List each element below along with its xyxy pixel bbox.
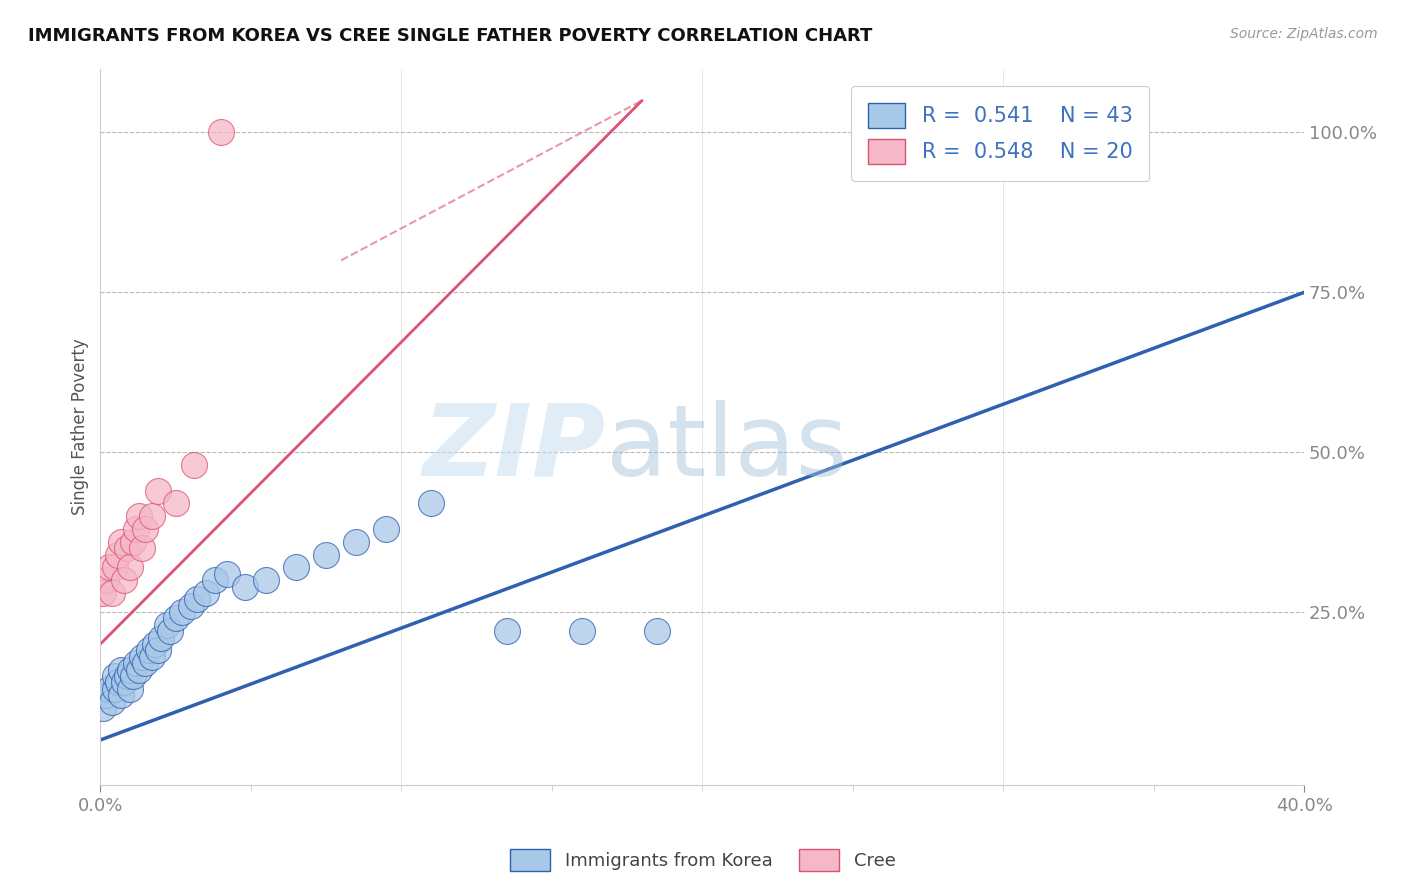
- Point: [134, 657, 156, 671]
- Point: [120, 663, 142, 677]
- Point: [96, 573, 118, 587]
- Point: [645, 624, 668, 639]
- Point: [141, 509, 163, 524]
- Point: [120, 560, 142, 574]
- Point: [155, 618, 177, 632]
- Point: [98, 681, 121, 696]
- Point: [183, 458, 205, 472]
- Point: [120, 681, 142, 696]
- Point: [125, 657, 148, 671]
- Text: atlas: atlas: [606, 400, 848, 497]
- Y-axis label: Single Father Poverty: Single Father Poverty: [72, 338, 89, 515]
- Point: [101, 695, 124, 709]
- Point: [991, 126, 1014, 140]
- Legend: Immigrants from Korea, Cree: Immigrants from Korea, Cree: [503, 842, 903, 879]
- Point: [233, 580, 256, 594]
- Text: Source: ZipAtlas.com: Source: ZipAtlas.com: [1230, 27, 1378, 41]
- Point: [165, 496, 187, 510]
- Point: [149, 631, 172, 645]
- Point: [209, 126, 232, 140]
- Point: [131, 649, 153, 664]
- Point: [180, 599, 202, 613]
- Point: [375, 522, 398, 536]
- Point: [254, 573, 277, 587]
- Point: [420, 496, 443, 510]
- Point: [128, 663, 150, 677]
- Point: [93, 586, 115, 600]
- Point: [141, 649, 163, 664]
- Point: [107, 548, 129, 562]
- Point: [128, 509, 150, 524]
- Legend: R =  0.541    N = 43, R =  0.548    N = 20: R = 0.541 N = 43, R = 0.548 N = 20: [851, 87, 1149, 181]
- Point: [215, 566, 238, 581]
- Point: [93, 701, 115, 715]
- Point: [104, 669, 127, 683]
- Point: [131, 541, 153, 556]
- Point: [186, 592, 208, 607]
- Point: [146, 643, 169, 657]
- Point: [194, 586, 217, 600]
- Text: ZIP: ZIP: [423, 400, 606, 497]
- Point: [110, 688, 132, 702]
- Point: [98, 560, 121, 574]
- Point: [107, 675, 129, 690]
- Point: [170, 605, 193, 619]
- Point: [104, 681, 127, 696]
- Point: [112, 573, 135, 587]
- Point: [284, 560, 307, 574]
- Point: [117, 541, 139, 556]
- Point: [101, 586, 124, 600]
- Point: [134, 522, 156, 536]
- Point: [315, 548, 337, 562]
- Point: [96, 688, 118, 702]
- Point: [104, 560, 127, 574]
- Point: [159, 624, 181, 639]
- Point: [110, 534, 132, 549]
- Point: [125, 522, 148, 536]
- Text: IMMIGRANTS FROM KOREA VS CREE SINGLE FATHER POVERTY CORRELATION CHART: IMMIGRANTS FROM KOREA VS CREE SINGLE FAT…: [28, 27, 873, 45]
- Point: [571, 624, 593, 639]
- Point: [122, 534, 145, 549]
- Point: [165, 611, 187, 625]
- Point: [117, 669, 139, 683]
- Point: [344, 534, 367, 549]
- Point: [146, 483, 169, 498]
- Point: [112, 675, 135, 690]
- Point: [110, 663, 132, 677]
- Point: [204, 573, 226, 587]
- Point: [122, 669, 145, 683]
- Point: [143, 637, 166, 651]
- Point: [138, 643, 160, 657]
- Point: [495, 624, 517, 639]
